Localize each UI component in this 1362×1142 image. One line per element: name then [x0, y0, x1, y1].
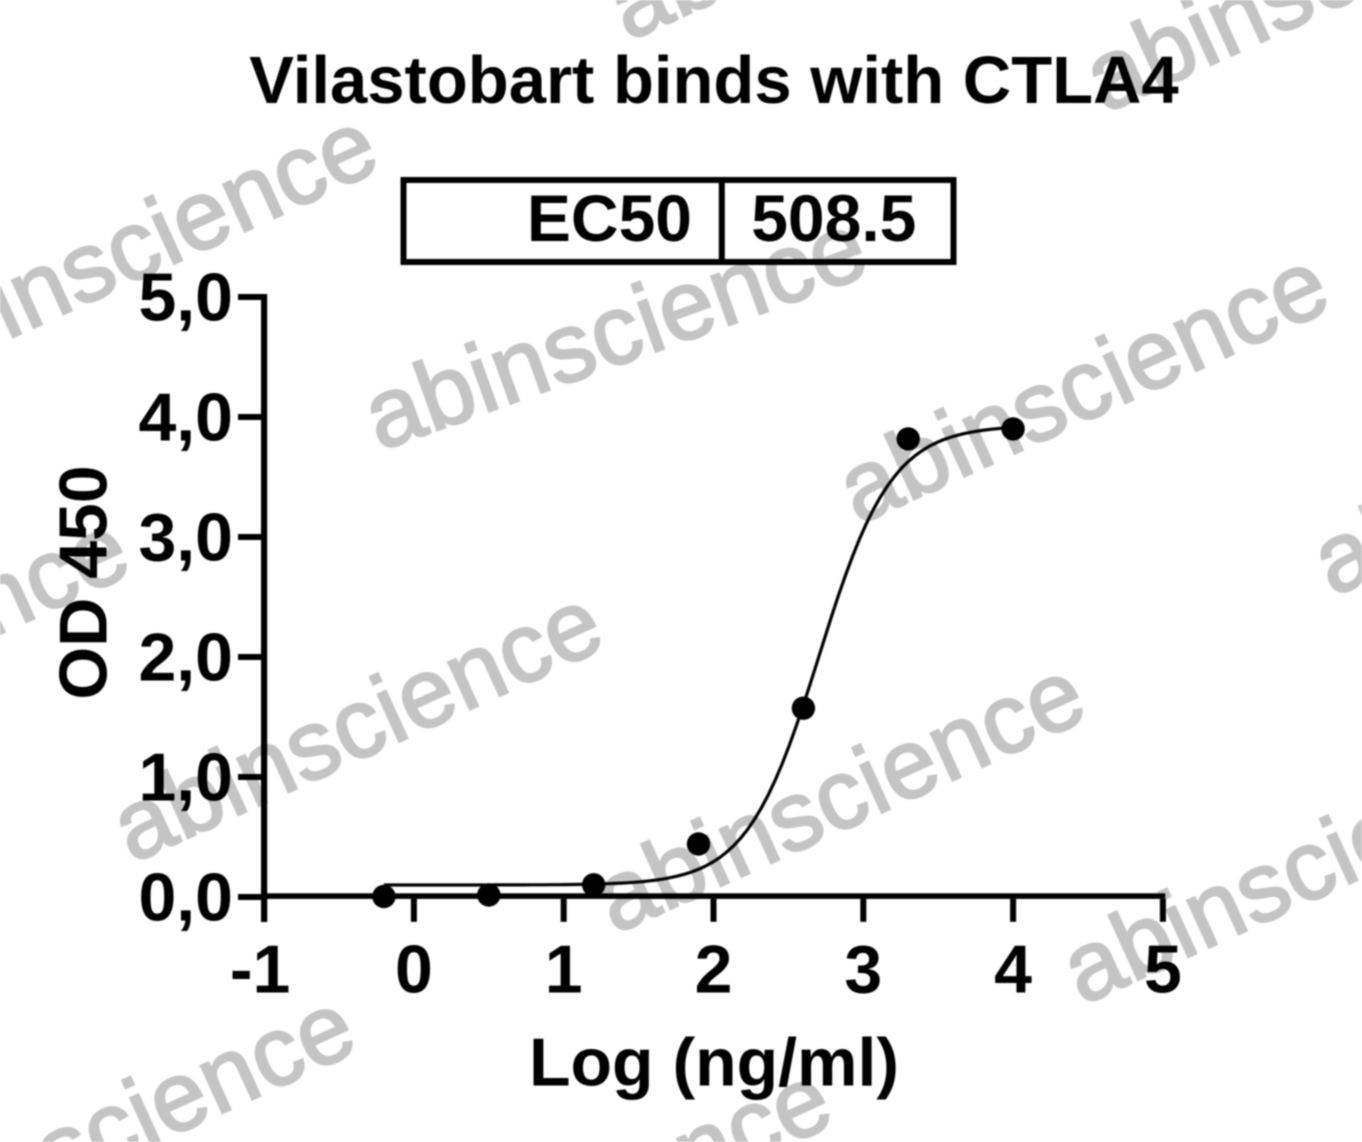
svg-text:5,0: 5,0 [138, 260, 233, 336]
svg-text:3,0: 3,0 [138, 500, 233, 576]
svg-text:abinscience: abinscience [95, 565, 618, 883]
svg-text:abinscience: abinscience [578, 636, 1101, 954]
svg-text:5: 5 [1144, 932, 1182, 1008]
svg-text:0: 0 [395, 932, 433, 1008]
svg-text:508.5: 508.5 [751, 181, 916, 255]
svg-text:3: 3 [844, 932, 882, 1008]
svg-text:abinscience: abinscience [1296, 298, 1362, 616]
svg-text:OD 450: OD 450 [46, 465, 122, 699]
svg-text:1: 1 [545, 932, 583, 1008]
svg-text:4,0: 4,0 [138, 380, 233, 456]
svg-text:Vilastobart binds with CTLA4: Vilastobart binds with CTLA4 [249, 43, 1178, 118]
svg-text:abinscience: abinscience [821, 226, 1344, 544]
svg-text:2: 2 [695, 932, 733, 1008]
svg-text:abinscience: abinscience [0, 968, 371, 1142]
svg-text:-1: -1 [230, 932, 290, 1008]
svg-text:2,0: 2,0 [138, 620, 233, 696]
svg-text:Log (ng/ml): Log (ng/ml) [529, 1024, 899, 1100]
svg-text:4: 4 [994, 932, 1032, 1008]
svg-text:abinscience: abinscience [0, 87, 393, 405]
svg-text:abinscience: abinscience [1045, 707, 1362, 1025]
svg-text:EC50: EC50 [527, 181, 692, 255]
svg-text:1,0: 1,0 [138, 740, 233, 816]
svg-text:0,0: 0,0 [138, 860, 233, 936]
